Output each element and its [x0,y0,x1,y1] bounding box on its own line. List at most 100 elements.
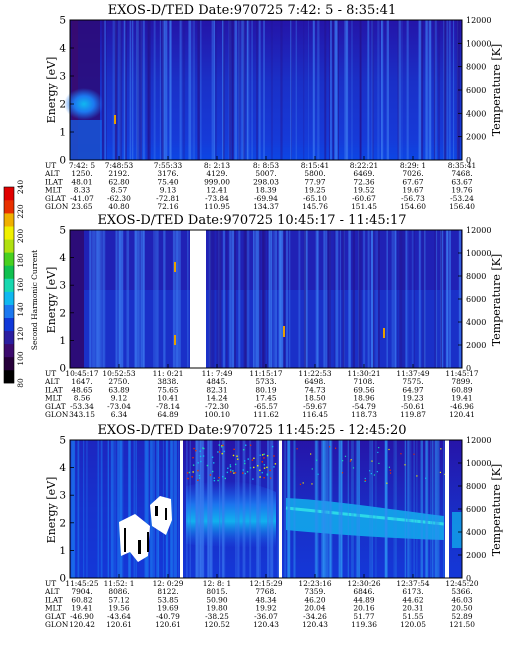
spectrogram-speckle [234,463,237,466]
spectrogram-speckle [227,467,229,470]
spectrogram-streak [367,230,370,368]
spectrogram-speckle [251,459,254,461]
spectrogram-streak [372,20,374,160]
panel-1-y2tick-label: 10000 [466,39,491,48]
spectrogram-streak [377,20,380,160]
panel-1-ytick-label: 0 [59,155,66,167]
spectrogram-streak [349,230,351,368]
spectrogram-streak [443,20,447,160]
panel-3-table-cell: 44.62 [402,595,423,604]
spectrogram-speckle [371,460,373,462]
panel-2-table-cell: 2750. [108,377,129,386]
spectrogram-streak [140,230,142,368]
spectrogram-streak [102,230,106,368]
panel-1-table-cell: -41.07 [70,194,94,203]
panel-3-plot-area [69,439,463,579]
panel-2-table-cell: 11: 7:49 [202,369,233,378]
panel-1-row-label: GLAT [45,194,66,203]
panel-1-table-cell: 5800. [304,169,325,178]
panel-1-table-cell: 110.95 [204,202,230,211]
colorbar-step [4,213,14,227]
panel-1-table-cell: 8:29: 1 [400,161,426,170]
spectrogram-streak [312,20,315,160]
spectrogram-streak [229,230,232,368]
spectrogram-streak [195,440,197,578]
spectrogram-speckle [389,469,391,471]
spectrogram-speckle [244,472,246,475]
colorbar-tick-label: 120 [16,327,25,342]
spectrogram-speckle [233,448,235,451]
spectrogram-speckle [244,444,247,446]
panel-2-row-label: GLAT [45,402,66,411]
spectrogram-streak [358,230,360,368]
spectrogram-streak [353,230,356,368]
spectrogram-streak [282,230,284,368]
spectrogram-streak [129,20,132,160]
spectrogram-streak [120,440,123,578]
spectrogram-speckle [416,475,418,477]
spectrogram-streak [279,230,283,368]
spectrogram-streak [402,230,404,368]
panel-2-y2tick-label: 12000 [466,226,491,235]
spectrogram-speckle [269,477,272,479]
spectrogram-speckle [341,460,344,462]
panel-3-table-cell: 12:30:26 [347,579,380,588]
panel-1-table-cell: -72.81 [156,194,180,203]
spectrogram-streak [142,230,145,368]
colorbar-tick-label: 180 [16,253,25,268]
spectrogram-speckle [364,479,367,481]
spectrogram-speckle [274,463,277,465]
spectrogram-streak [289,230,291,368]
spectrogram-streak [213,20,215,160]
panel-3-ylabel: Energy [eV] [45,477,58,544]
spectrogram-streak [100,230,103,368]
panel-3-y2tick-label: 0 [466,574,471,583]
panel-2-table-cell: 63.89 [108,385,129,394]
spectrogram-speckle [352,467,355,469]
spectrogram-streak [428,20,432,160]
spectrogram-speckle [199,450,201,452]
panel-2-table-cell: 343.15 [69,410,95,419]
spectrogram-streak [434,440,438,578]
panel-2-table-cell: 7108. [353,377,374,386]
panel-2-table-cell: -59.67 [303,402,327,411]
spectrogram-streak [258,440,260,578]
spectrogram-streak [230,20,233,160]
panel-3-ytick-label: 4 [59,462,66,474]
spectrogram-streak [348,230,351,368]
panel-3-table-cell: 120.43 [253,620,279,629]
spectrogram-streak [196,440,198,578]
spectrogram-streak [324,20,327,160]
panel-2-ytick-label: 1 [59,335,66,347]
panel-1-table-cell: 5007. [255,169,276,178]
colorbar-step [4,187,14,201]
spectrogram-streak [242,20,245,160]
spectrogram-streak [277,440,280,578]
panel-2-ytick-label: 3 [59,280,66,292]
panel-1-y2tick-label: 6000 [466,86,486,95]
panel-1-table-cell: 19.76 [451,186,472,195]
spectrogram-streak [123,20,126,160]
spectrogram-streak [118,230,120,368]
panel-2-y2tick-label: 6000 [466,295,486,304]
spectrogram-streak [100,440,103,578]
panel-2-ytick-label: 4 [59,252,66,264]
spectrogram-streak [175,230,179,368]
panel-2-table-cell: 19.41 [451,394,472,403]
spectrogram-streak [367,20,369,160]
spectrogram-streak [338,440,342,578]
panel-3-table-cell: 6173. [402,587,423,596]
spectrogram-speckle [369,470,371,472]
panel-1-table-cell: 145.76 [302,202,328,211]
spectrogram-streak [221,20,225,160]
spectrogram-streak [347,440,349,578]
panel-1-table-cell: 23.65 [71,202,92,211]
panel-1-table-cell: 72.36 [353,177,374,186]
spectrogram-streak [280,20,283,160]
panel-3-table-cell: 12:37:54 [396,579,429,588]
panel-3-ytick-label: 0 [59,573,66,585]
spectrogram-streak [397,20,400,160]
spectrogram-streak [328,20,330,160]
spectrogram-streak [251,20,253,160]
panel-2-table-cell: 6498. [304,377,325,386]
